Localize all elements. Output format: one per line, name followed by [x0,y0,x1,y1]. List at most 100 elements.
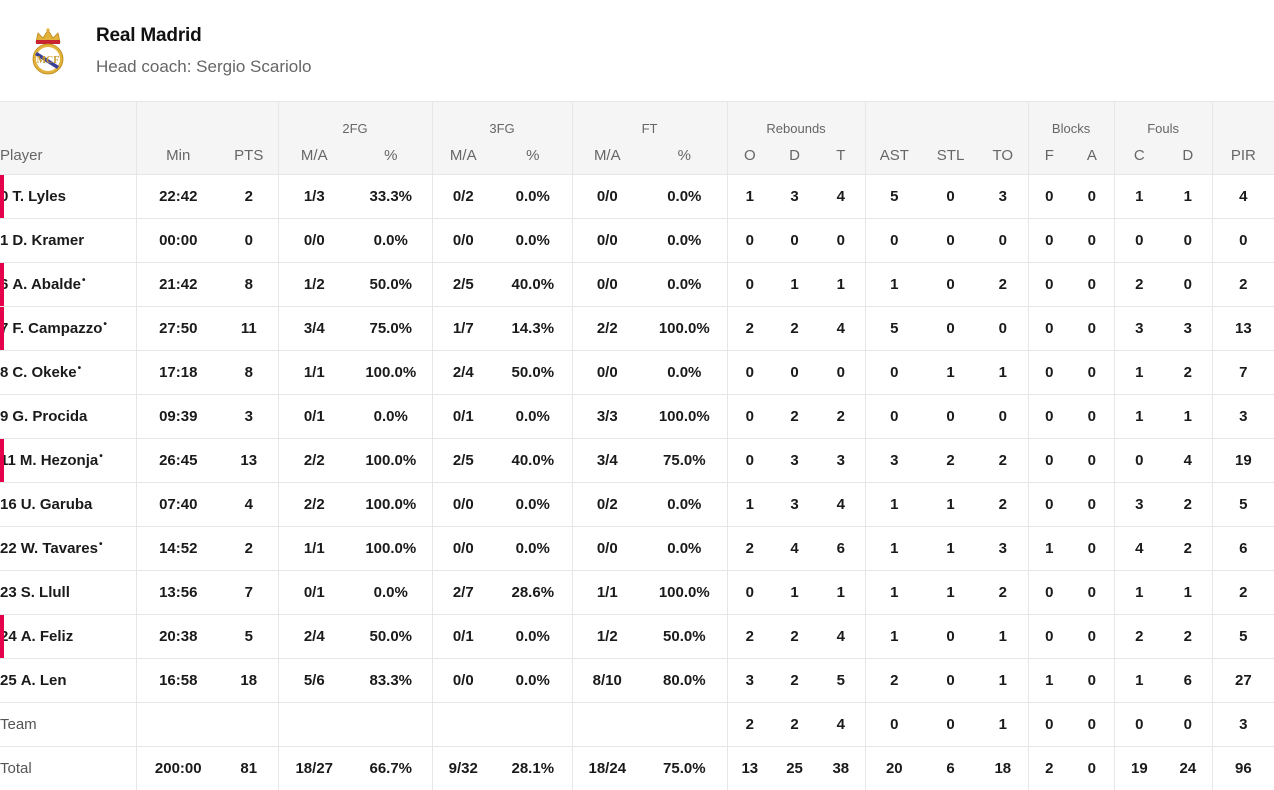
stat-3fg-ma: 0/0 [431,482,495,527]
player-cell[interactable]: 7 F. Campazzo• [0,306,136,351]
stat-3fg-pct: 50.0% [494,350,573,395]
player-name[interactable]: C. Okeke [12,364,77,381]
col-header-pir[interactable]: PIR [1211,136,1274,175]
col-header-stl[interactable]: STL [923,136,979,175]
player-name[interactable]: G. Procida [12,408,88,425]
stat-pir: 13 [1211,306,1274,351]
stat-blk-f: 0 [1027,174,1071,219]
col-header-blk-f[interactable]: F [1027,136,1071,175]
stat-blk-a: 0 [1070,482,1115,527]
stat-ft-ma: 8/10 [571,658,643,703]
stat-blk-a: 0 [1070,306,1115,351]
stat-ft-pct: 100.0% [642,394,728,439]
stat-to: 2 [978,482,1029,527]
stat-reb-o: 1 [726,482,773,527]
player-cell[interactable]: 22 W. Tavares• [0,526,136,571]
stat-3fg-ma: 2/5 [431,438,495,483]
player-number: 25 [0,672,17,689]
stat-reb-t: 4 [817,174,866,219]
player-cell[interactable]: 23 S. Llull [0,570,136,615]
stat-3fg-ma: 9/32 [431,746,495,790]
stat-3fg-ma: 0/2 [431,174,495,219]
stat-reb-t: 0 [817,218,866,263]
player-cell[interactable]: 24 A. Feliz [0,614,136,659]
stat-pts: 13 [220,438,278,483]
player-cell[interactable]: 9 G. Procida [0,394,136,439]
player-cell[interactable]: 8 C. Okeke• [0,350,136,395]
col-header-2fg-pct[interactable]: % [350,136,433,175]
col-header-min[interactable]: Min [135,136,220,175]
stat-3fg-ma [431,702,495,747]
player-cell[interactable]: 6 A. Abalde• [0,262,136,307]
player-number: 6 [0,276,9,293]
stat-2fg-ma: 18/27 [277,746,350,790]
player-cell[interactable]: 11 M. Hezonja• [0,438,136,483]
stat-ast: 2 [864,658,924,703]
stat-min: 13:56 [135,570,220,615]
group-rebounds: Rebounds [726,101,866,136]
stat-reb-o: 0 [726,262,773,307]
player-cell[interactable]: 1 D. Kramer [0,218,136,263]
col-header-blk-a[interactable]: A [1070,136,1115,175]
group-fouls: Fouls [1113,101,1213,136]
stat-blk-f: 0 [1027,394,1071,439]
col-header-reb-d[interactable]: D [772,136,818,175]
stat-ft-pct: 80.0% [642,658,728,703]
player-cell[interactable]: 0 T. Lyles [0,174,136,219]
player-name[interactable]: A. Abalde [12,276,81,293]
stat-pts: 2 [220,526,278,571]
stat-to: 2 [978,438,1029,483]
player-cell[interactable]: 25 A. Len [0,658,136,703]
stat-ft-ma: 18/24 [571,746,643,790]
stat-min: 200:00 [135,746,220,790]
stat-reb-t: 4 [817,306,866,351]
stat-pir: 4 [1211,174,1274,219]
stat-2fg-ma: 3/4 [277,306,350,351]
player-name[interactable]: U. Garuba [20,496,93,513]
stat-blk-f: 0 [1027,306,1071,351]
group-blocks: Blocks [1027,101,1115,136]
player-name[interactable]: W. Tavares [20,540,98,557]
player-name[interactable]: S. Llull [20,584,70,601]
col-header-ft-ma[interactable]: M/A [571,136,643,175]
col-header-3fg-pct[interactable]: % [494,136,573,175]
stat-2fg-ma: 1/1 [277,350,350,395]
player-number: 8 [0,364,9,381]
stat-reb-t: 38 [832,760,850,777]
stat-2fg-ma: 0/1 [277,394,350,439]
col-header-ast[interactable]: AST [864,136,924,175]
stat-to: 3 [978,526,1029,571]
col-header-pts[interactable]: PTS [220,136,278,175]
stat-3fg-ma: 0/0 [431,218,495,263]
player-name[interactable]: M. Hezonja [19,452,99,469]
player-name[interactable]: A. Len [20,672,67,689]
player-cell[interactable]: 16 U. Garuba [0,482,136,527]
stat-ft-ma: 0/0 [571,174,643,219]
col-header-3fg-ma[interactable]: M/A [431,136,495,175]
stat-reb-o: 2 [726,306,773,351]
stat-3fg-pct [494,702,573,747]
stat-reb-t: 5 [817,658,866,703]
stat-stl: 0 [923,614,979,659]
player-name[interactable]: F. Campazzo [12,320,103,337]
col-header-reb-t[interactable]: T [817,136,866,175]
stat-blk-a: 0 [1087,760,1096,777]
player-name[interactable]: D. Kramer [12,232,85,249]
stat-reb-d: 1 [772,262,818,307]
player-name[interactable]: T. Lyles [12,188,66,205]
stat-3fg-pct: 28.1% [511,760,555,777]
col-header-2fg-ma[interactable]: M/A [277,136,350,175]
stat-foul-c: 0 [1113,438,1165,483]
stat-pir: 27 [1211,658,1274,703]
stat-foul-c: 1 [1113,174,1165,219]
player-name[interactable]: A. Feliz [20,628,74,645]
col-header-ft-pct[interactable]: % [642,136,728,175]
col-header-to[interactable]: TO [978,136,1029,175]
player-number: 7 [0,320,9,337]
stat-2fg-pct: 33.3% [350,174,433,219]
col-header-player[interactable]: Player [0,136,136,175]
col-header-foul-c[interactable]: C [1113,136,1165,175]
col-header-reb-o[interactable]: O [726,136,773,175]
stat-ast: 1 [864,614,924,659]
col-header-foul-d[interactable]: D [1164,136,1213,175]
